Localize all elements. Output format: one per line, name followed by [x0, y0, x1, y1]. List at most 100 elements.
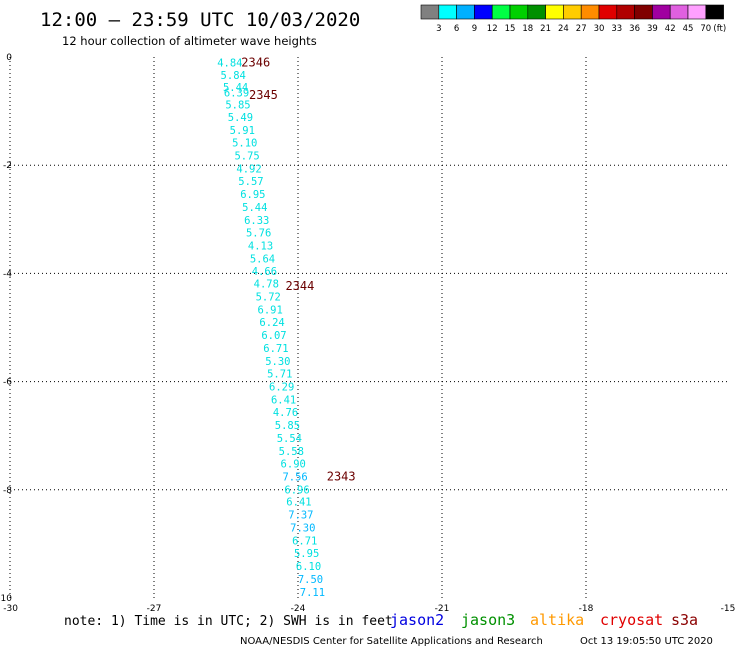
colorbar-legend: 3 6 9 12 15 18 21 24 27 30 33 36 39 42 45 70 (ft) [420, 4, 726, 34]
colorbar-label: 24 [558, 24, 569, 34]
satellite-legend: jason2 jason3 altika cryosat s3a [390, 611, 698, 629]
colorbar-swatch [563, 4, 582, 20]
y-axis-ticks: 0 -2 -4 -6 -8 -10 [0, 53, 12, 604]
colorbar-swatch [527, 4, 546, 20]
footer-note: note: 1) Time is in UTC; 2) SWH is in fe… [64, 614, 393, 629]
colorbar-swatch [598, 4, 618, 20]
colorbar-swatch [705, 4, 724, 20]
y-tick-label: -4 [3, 269, 12, 279]
wave-height-value: 6.07 [261, 330, 286, 342]
x-tick-label: -30 [3, 604, 18, 614]
colorbar-swatch [634, 4, 653, 20]
wave-height-value: 5.49 [228, 112, 253, 124]
satellite-label-altika: altika [530, 611, 584, 629]
wave-height-value: 4.13 [248, 240, 273, 252]
wave-height-value: 5.91 [230, 125, 255, 137]
colorbar-label: 12 [487, 24, 498, 34]
y-tick-label: -2 [3, 161, 12, 171]
wave-height-value: 6.33 [244, 215, 269, 227]
wave-height-value: 5.64 [250, 253, 275, 265]
colorbar-swatch [545, 4, 564, 20]
wave-height-value: 7.11 [300, 587, 325, 599]
x-tick-label: -24 [291, 604, 306, 614]
colorbar-label: 18 [522, 24, 533, 34]
wave-height-value: 5.44 [242, 202, 267, 214]
wave-height-value: 6.41 [271, 394, 296, 406]
colorbar-swatch [491, 4, 511, 20]
colorbar-swatch [669, 4, 689, 20]
colorbar-swatch [687, 4, 707, 20]
wave-height-value: 6.71 [292, 536, 317, 548]
y-tick-label: -8 [3, 486, 12, 496]
colorbar-label: 36 [629, 24, 640, 34]
x-tick-label: -18 [579, 604, 594, 614]
colorbar-label: 42 [665, 24, 676, 34]
colorbar-label: 39 [647, 24, 658, 34]
colorbar-swatch [580, 4, 600, 20]
wave-height-value: 4.76 [273, 407, 298, 419]
wave-height-value: 5.58 [279, 446, 304, 458]
chart-subtitle: 12 hour collection of altimeter wave hei… [62, 34, 317, 48]
wave-height-value: 6.29 [269, 381, 294, 393]
wave-height-value: 6.95 [240, 189, 265, 201]
colorbar-label: 9 [472, 24, 477, 34]
x-tick-label: -21 [435, 604, 450, 614]
colorbar-swatch [420, 4, 440, 20]
wave-height-value: 7.30 [290, 523, 315, 535]
colorbar-label: 33 [611, 24, 622, 34]
wave-height-value: 6.91 [258, 305, 283, 317]
colorbar-swatch [509, 4, 529, 20]
x-tick-label: -15 [721, 604, 736, 614]
wave-height-value: 5.84 [221, 70, 246, 82]
wave-height-value: 5.76 [246, 227, 271, 239]
wave-height-value: 7.37 [288, 510, 313, 522]
x-axis-ticks: -30 -27 -24 -21 -18 -15 [3, 604, 735, 614]
wave-height-value: 4.78 [254, 279, 279, 291]
satellite-label-s3a: s3a [671, 611, 698, 629]
colorbar-swatch [438, 4, 457, 20]
wave-height-value: 6.24 [259, 317, 284, 329]
wave-height-value: 6.71 [263, 343, 288, 355]
time-markers: 2346 2345 2344 2343 [241, 55, 355, 483]
time-marker-label: 2345 [249, 88, 278, 102]
colorbar-unit: (ft) [713, 24, 726, 34]
wave-height-value: 5.95 [294, 548, 319, 560]
colorbar-label: 3 [436, 24, 441, 34]
wave-height-value: 5.54 [277, 433, 302, 445]
colorbar-label: 15 [505, 24, 516, 34]
colorbar-label: 27 [576, 24, 587, 34]
colorbar-swatch [652, 4, 671, 20]
colorbar-label: 6 [454, 24, 459, 34]
wave-height-value: 5.75 [234, 150, 259, 162]
footer-credit: NOAA/NESDIS Center for Satellite Applica… [240, 636, 543, 647]
wave-height-value: 6.96 [284, 484, 309, 496]
colorbar-label: 21 [540, 24, 551, 34]
wave-height-value: 5.10 [232, 137, 257, 149]
wave-height-value: 6.41 [286, 497, 311, 509]
wave-height-value: 6.10 [296, 561, 321, 573]
colorbar-label: 45 [683, 24, 694, 34]
y-tick-label: -6 [3, 378, 12, 388]
colorbar-label: 70 [700, 24, 711, 34]
plot-grid [9, 57, 730, 598]
wave-height-value: 5.30 [265, 356, 290, 368]
wave-height-value: 5.72 [256, 292, 281, 304]
colorbar-swatch [474, 4, 493, 20]
satellite-label-cryosat: cryosat [600, 611, 663, 629]
time-marker-label: 2343 [327, 469, 356, 483]
y-tick-label: 0 [6, 53, 12, 63]
wave-height-value: 6.39 [224, 88, 249, 100]
time-marker-label: 2344 [285, 279, 314, 293]
wave-height-value: 4.92 [236, 163, 261, 175]
wave-height-value: 6.90 [281, 458, 306, 470]
footer-timestamp: Oct 13 19:05:50 UTC 2020 [580, 636, 713, 647]
wave-height-value: 5.85 [225, 100, 250, 112]
wave-height-value: 5.71 [267, 368, 292, 380]
time-marker-label: 2346 [241, 55, 270, 69]
colorbar-swatch [616, 4, 635, 20]
colorbar-label: 30 [594, 24, 605, 34]
chart-title: 12:00 – 23:59 UTC 10/03/2020 [40, 9, 360, 31]
wave-height-points: 4.845.845.446.395.855.495.915.105.754.92… [217, 57, 325, 599]
satellite-label-jason3: jason3 [461, 611, 515, 629]
